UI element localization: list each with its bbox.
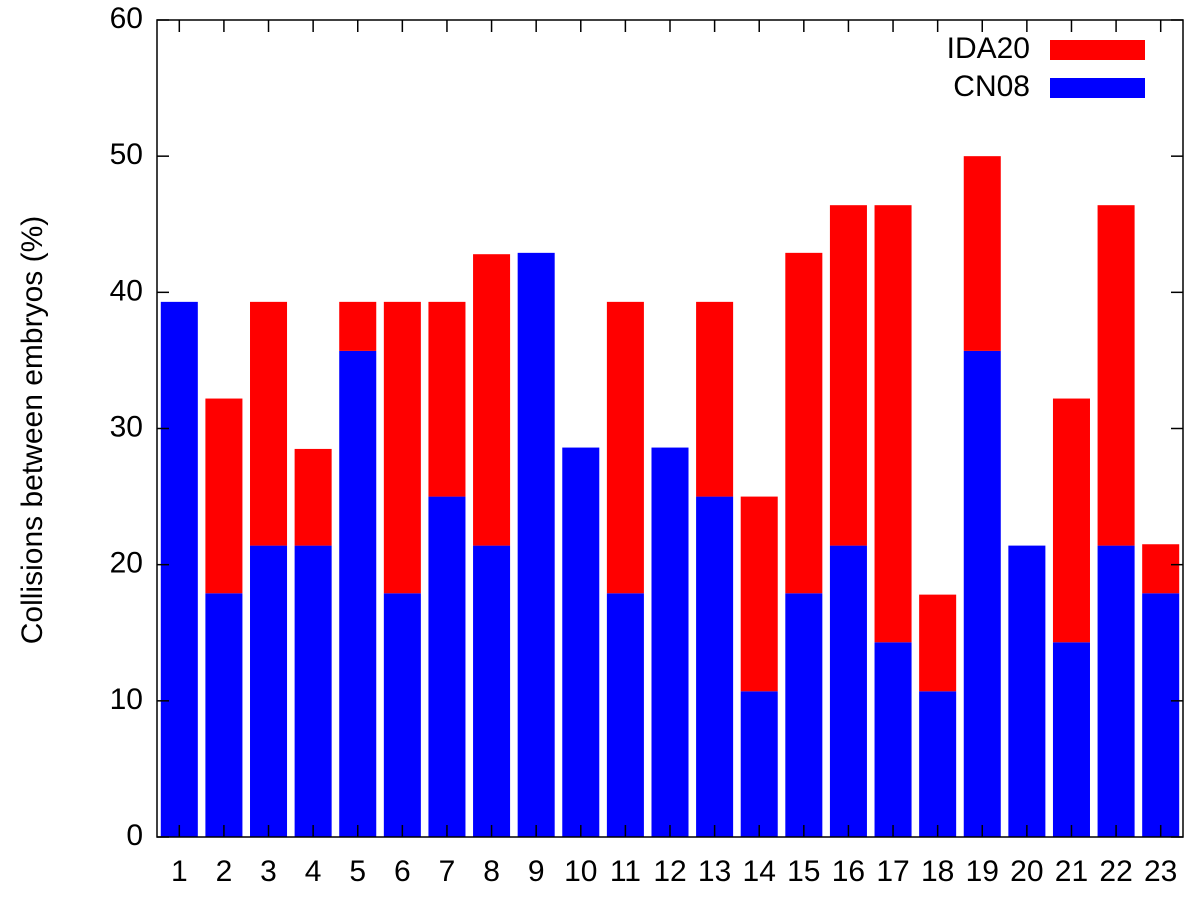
- bar-segment: [874, 205, 912, 643]
- x-tick-label: 14: [743, 855, 776, 888]
- y-tick-label: 50: [110, 138, 143, 171]
- bar-segment: [473, 254, 511, 546]
- y-tick-label: 10: [110, 683, 143, 716]
- x-tick-label: 17: [876, 855, 909, 888]
- bar-segment: [963, 350, 1001, 837]
- bar-segment: [696, 496, 734, 837]
- bar-segment: [294, 448, 332, 546]
- bar-segment: [606, 593, 644, 837]
- bar-segment: [1008, 545, 1046, 837]
- bar-segment: [919, 691, 957, 837]
- bar-segment: [919, 594, 957, 692]
- bar-segment: [874, 642, 912, 837]
- x-tick-label: 10: [564, 855, 597, 888]
- y-axis-label: Collisions between embryos (%): [16, 216, 49, 645]
- legend-label: IDA20: [947, 32, 1030, 65]
- y-tick-label: 30: [110, 410, 143, 443]
- x-tick-label: 15: [787, 855, 820, 888]
- legend-label: CN08: [953, 70, 1030, 103]
- bar-segment: [963, 156, 1001, 351]
- bar-segment: [1142, 593, 1180, 837]
- x-tick-label: 23: [1144, 855, 1177, 888]
- legend-swatch: [1050, 78, 1145, 98]
- x-tick-label: 12: [653, 855, 686, 888]
- bar-segment: [473, 545, 511, 837]
- bar-segment: [383, 593, 421, 837]
- bar-segment: [205, 398, 243, 594]
- bar-segment: [696, 301, 734, 497]
- bar-segment: [785, 593, 823, 837]
- x-tick-label: 8: [483, 855, 500, 888]
- y-tick-label: 20: [110, 547, 143, 580]
- x-tick-label: 22: [1099, 855, 1132, 888]
- bar-segment: [1097, 205, 1135, 546]
- x-tick-label: 1: [171, 855, 188, 888]
- bar-segment: [829, 545, 867, 837]
- x-tick-label: 19: [966, 855, 999, 888]
- bar-segment: [829, 205, 867, 546]
- plot-frame: [156, 19, 1184, 838]
- bar-segment: [1142, 544, 1180, 594]
- bar-segment: [517, 252, 555, 838]
- bar-segment: [250, 301, 288, 546]
- y-tick-label: 40: [110, 274, 143, 307]
- bar-segment: [651, 447, 689, 837]
- y-tick-label: 60: [110, 2, 143, 35]
- bar-segment: [339, 350, 377, 837]
- bar-segment: [294, 545, 332, 837]
- y-tick-label: 0: [126, 819, 143, 852]
- bar-segment: [205, 593, 243, 837]
- bar-segment: [1052, 398, 1090, 643]
- bar-segment: [1052, 642, 1090, 837]
- x-tick-label: 3: [260, 855, 277, 888]
- x-tick-label: 9: [528, 855, 545, 888]
- bar-segment: [383, 301, 421, 594]
- bar-segment: [160, 301, 198, 837]
- x-tick-label: 4: [305, 855, 322, 888]
- x-tick-label: 11: [610, 855, 641, 888]
- x-tick-label: 5: [349, 855, 366, 888]
- x-tick-label: 13: [698, 855, 731, 888]
- bar-segment: [785, 252, 823, 594]
- x-tick-label: 18: [921, 855, 954, 888]
- x-tick-label: 2: [216, 855, 233, 888]
- bar-segment: [606, 301, 644, 594]
- x-tick-label: 7: [439, 855, 456, 888]
- bar-segment: [562, 447, 600, 837]
- x-tick-label: 21: [1055, 855, 1088, 888]
- bar-segment: [740, 496, 778, 692]
- bar-segment: [428, 301, 466, 497]
- bar-segment: [250, 545, 288, 837]
- bar-segment: [1097, 545, 1135, 837]
- bar-segment: [428, 496, 466, 837]
- x-tick-label: 20: [1010, 855, 1043, 888]
- legend-swatch: [1050, 40, 1145, 60]
- bar-segment: [339, 301, 377, 351]
- bar-segment: [740, 691, 778, 837]
- x-tick-label: 6: [394, 855, 411, 888]
- x-tick-label: 16: [832, 855, 865, 888]
